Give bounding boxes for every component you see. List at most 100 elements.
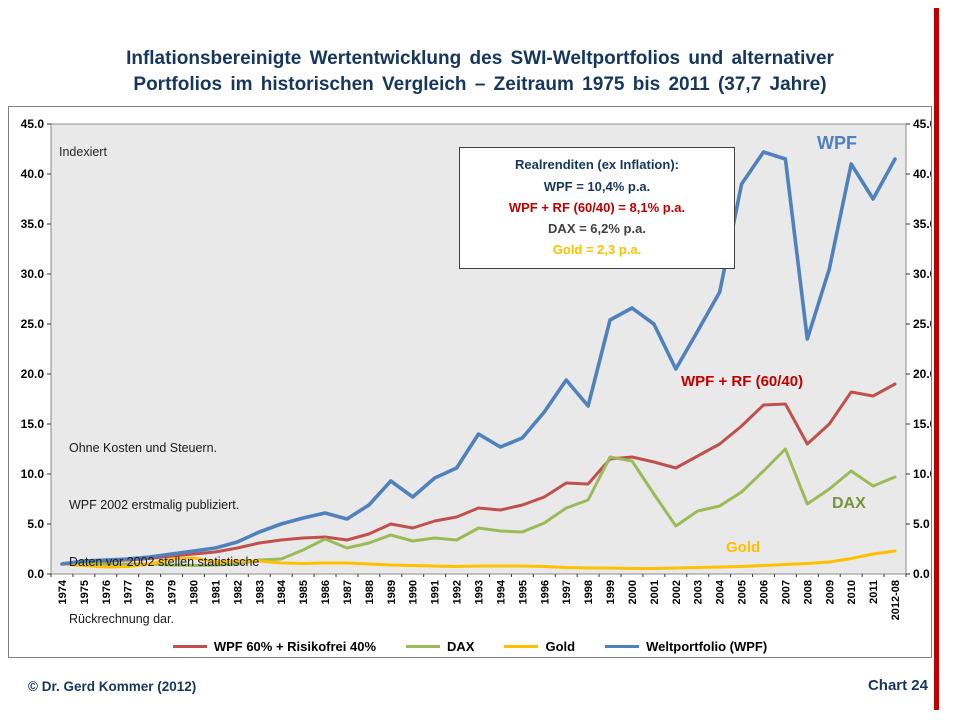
chart-container: 0.0 0.0 5.0 5.0 10.0 10.0 15.0 15.0 20.0 20.0 25.0… [8,106,937,658]
series-line-2 [60,447,897,567]
y-axis-label-left: 15.0 [21,417,45,431]
series-label-wpf-rf: WPF + RF (60/40) [681,373,804,390]
y-axis-label-left: 40.0 [21,167,45,181]
realrenditen-gold: Gold = 2,3 p.a. [552,242,642,257]
y-axis-label-left: 30.0 [21,267,45,281]
legend-item-dax: DAX [406,639,474,654]
legend-item-wpf-rf: WPF 60% + Risikofrei 40% [172,639,377,654]
chart-note: Ohne Kosten und Steuern. WPF 2002 erstma… [69,401,259,667]
x-axis-label: 1986 [320,580,332,604]
realrenditen-box: Realrenditen (ex Inflation): WPF = 10,4%… [459,147,735,269]
x-axis-label: 1997 [561,580,573,604]
legend-item-weltportfolio: Weltportfolio (WPF) [605,639,767,654]
page-title: Inflationsbereinigte Wertentwicklung des… [0,46,960,98]
legend-item-gold: Gold [504,639,575,654]
legend-label: WPF 60% + Risikofrei 40% [213,639,377,654]
x-axis-label: 2006 [759,580,771,604]
y-axis-label-right: 5.0 [913,517,930,531]
copyright: © Dr. Gerd Kommer (2012) [28,679,197,694]
x-axis-label: 1980 [189,580,201,604]
y-axis-label-left: 45.0 [21,117,45,131]
x-axis-label: 1990 [408,580,420,604]
x-axis-label: 1975 [79,580,91,604]
x-axis-label: 1981 [210,580,222,604]
x-axis-label: 1989 [386,580,398,604]
legend-label: Weltportfolio (WPF) [646,639,768,654]
series-label-gold: Gold [726,539,761,556]
x-axis-label: 1983 [254,580,266,604]
realrenditen-wpf: WPF = 10,4% p.a. [543,179,651,194]
x-axis-label: 2001 [649,580,661,604]
y-axis-label-left: 0.0 [27,567,44,581]
y-axis-label-right: 40.0 [913,167,931,181]
series-label-dax: DAX [832,495,866,512]
legend-label: Gold [545,639,576,654]
series-label-wpf: WPF [817,133,857,153]
x-axis-label: 2005 [737,580,749,604]
chart-number: Chart 24 [867,677,928,694]
y-axis-label-left: 35.0 [21,217,45,231]
x-axis-label: 1996 [539,580,551,604]
x-axis-label: 1991 [430,580,442,604]
x-axis-label: 1979 [167,580,179,604]
y-axis-label-right: 35.0 [913,217,931,231]
x-axis-label: 2003 [693,580,705,604]
page-title-line1: Inflationsbereinigte Wertentwicklung des… [126,48,834,69]
x-axis-label: 1993 [474,580,486,604]
x-axis-label: 1999 [605,580,617,604]
x-axis-label: 1994 [495,579,507,604]
y-axis-label-left: 5.0 [27,517,44,531]
x-axis-label: 1974 [57,579,69,604]
x-axis-label: 1988 [364,580,376,604]
series-line-1 [60,382,897,566]
x-axis-label: 2012-08 [890,580,902,620]
x-axis-label: 2004 [715,579,727,604]
chart-note-line: WPF 2002 erstmalig publiziert. [69,498,240,512]
y-axis-label-right: 25.0 [913,317,931,331]
chart-note-line: Daten vor 2002 stellen statistische [69,555,260,569]
x-axis-label: 2007 [780,580,792,604]
chart-note-line: Rückrechnung dar. [69,612,174,626]
x-axis-label: 1987 [342,580,354,604]
y-axis-label-right: 30.0 [913,267,931,281]
x-axis-label: 1995 [517,580,529,604]
y-axis-label-right: 20.0 [913,367,931,381]
x-axis-label: 1984 [276,579,288,604]
chart-legend: WPF 60% + Risikofrei 40% DAX Gold Weltpo… [9,639,931,654]
realrenditen-dax: DAX = 6,2% p.a. [548,221,646,236]
y-axis-label-left: 10.0 [21,467,45,481]
x-axis-label: 2010 [846,580,858,604]
y-axis-label-right: 15.0 [913,417,931,431]
x-axis-label: 1992 [452,580,464,604]
realrenditen-title: Realrenditen (ex Inflation): [515,157,679,172]
x-axis-label: 1998 [583,580,595,604]
y-axis-label-right: 10.0 [913,467,931,481]
x-axis-label: 1977 [123,580,135,604]
realrenditen-wpf-rf: WPF + RF (60/40) = 8,1% p.a. [508,200,686,215]
y-axis-label-right: 0.0 [913,567,930,581]
x-axis-label: 1976 [101,580,113,604]
series-line-3 [60,549,897,570]
series-line-4 [60,150,897,566]
chart-note-line: Ohne Kosten und Steuern. [69,441,218,455]
legend-swatch-gold [504,645,539,648]
x-axis-label: 2008 [802,580,814,604]
legend-label: DAX [447,639,475,654]
x-axis-label: 2009 [824,580,836,604]
x-axis-label: 2011 [868,580,880,604]
x-axis-label: 1982 [232,580,244,604]
x-axis-label: 1978 [145,580,157,604]
legend-swatch-green [406,645,441,648]
y-axis-label-left: 25.0 [21,317,45,331]
x-axis-label: 2000 [627,580,639,604]
indexiert-label: Indexiert [59,145,107,159]
y-axis-label-left: 20.0 [21,367,45,381]
x-axis-label: 2002 [671,580,683,604]
page-title-line2: Portfolios im historischen Vergleich – Z… [133,74,827,96]
x-axis-label: 1985 [298,580,310,604]
slide-accent-bar [934,8,939,710]
legend-swatch-red [172,645,207,648]
y-axis-label-right: 45.0 [913,117,931,131]
legend-swatch-blue [605,645,640,648]
